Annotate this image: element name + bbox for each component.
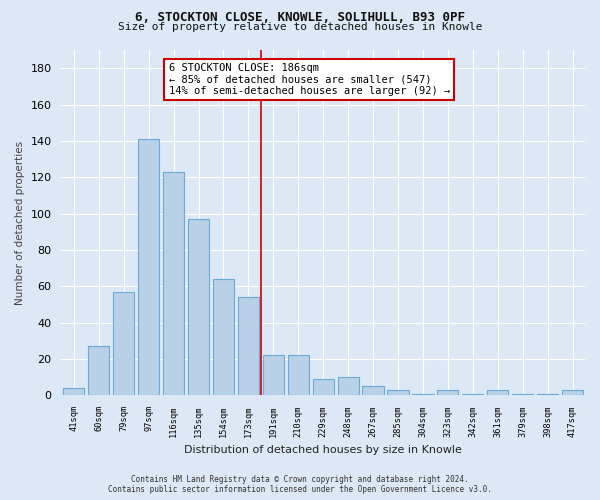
Bar [188,219,209,396]
Bar [213,279,234,396]
Bar [287,356,309,396]
Bar [487,390,508,396]
Text: Contains HM Land Registry data © Crown copyright and database right 2024.
Contai: Contains HM Land Registry data © Crown c… [108,474,492,494]
Bar [88,346,109,396]
Bar [313,379,334,396]
Bar [63,388,85,396]
Bar [238,298,259,396]
Bar [113,292,134,396]
Bar [412,394,434,396]
Bar [362,386,383,396]
Y-axis label: Number of detached properties: Number of detached properties [15,140,25,305]
Bar [338,378,359,396]
Bar [263,356,284,396]
Bar [388,390,409,396]
Bar [562,390,583,396]
Bar [138,139,159,396]
Bar [512,394,533,396]
Bar [462,394,484,396]
Bar [163,172,184,396]
Text: 6, STOCKTON CLOSE, KNOWLE, SOLIHULL, B93 0PF: 6, STOCKTON CLOSE, KNOWLE, SOLIHULL, B93… [135,11,465,24]
Bar [437,390,458,396]
Bar [537,394,558,396]
Text: Size of property relative to detached houses in Knowle: Size of property relative to detached ho… [118,22,482,32]
X-axis label: Distribution of detached houses by size in Knowle: Distribution of detached houses by size … [184,445,462,455]
Text: 6 STOCKTON CLOSE: 186sqm
← 85% of detached houses are smaller (547)
14% of semi-: 6 STOCKTON CLOSE: 186sqm ← 85% of detach… [169,62,450,96]
